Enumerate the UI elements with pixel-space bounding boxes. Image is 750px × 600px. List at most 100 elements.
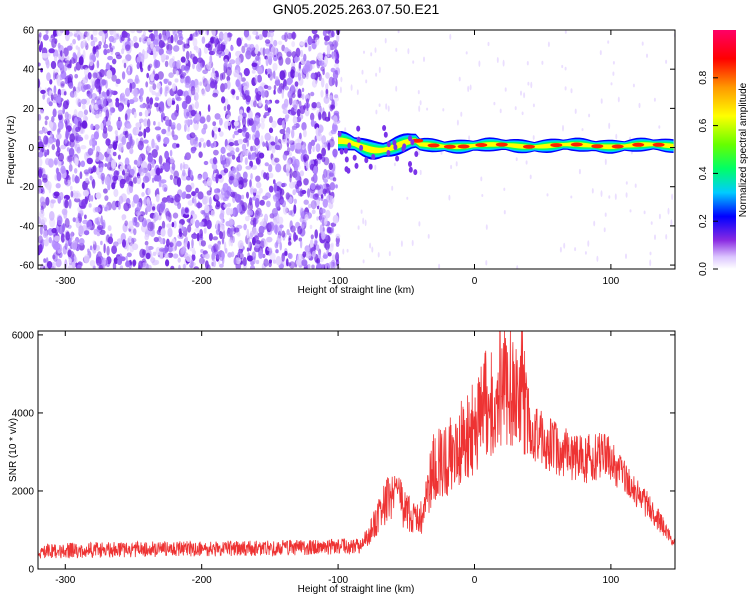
heatmap-cell [318, 251, 321, 260]
heatmap-cell [207, 40, 213, 51]
heatmap-cell [268, 185, 274, 193]
heatmap-cell [233, 227, 240, 233]
heatmap-cell [53, 235, 61, 242]
heatmap-cell [191, 197, 195, 204]
heatmap-cell [117, 256, 123, 261]
heatmap-cell [650, 221, 653, 225]
heatmap-cell [485, 260, 488, 266]
heatmap-cell [532, 103, 535, 108]
heatmap-cell [271, 207, 278, 217]
heatmap-cell [468, 135, 471, 142]
heatmap-cell [186, 38, 189, 45]
heatmap-cell [246, 47, 252, 52]
heatmap-cell [99, 110, 102, 117]
heatmap-cell [178, 223, 182, 229]
heatmap-cell [356, 89, 359, 96]
heatmap-cell [269, 252, 276, 261]
heatmap-cell [172, 30, 178, 36]
heatmap-cell [311, 102, 318, 109]
heatmap-cell [257, 34, 264, 41]
heatmap-cell [330, 242, 334, 248]
heatmap-cell [51, 227, 57, 234]
heatmap-cell [316, 153, 323, 161]
heatmap-cell [246, 247, 250, 252]
heatmap-cell [328, 172, 334, 177]
heatmap-cell [151, 90, 157, 96]
heatmap-cell [235, 57, 242, 66]
heatmap-cell [183, 43, 190, 49]
heatmap-cell [596, 255, 599, 262]
heatmap-cell [258, 213, 264, 218]
heatmap-cell [264, 39, 271, 44]
heatmap-cell [38, 130, 44, 135]
heatmap-cell [587, 240, 590, 247]
heatmap-cell [126, 123, 132, 129]
heatmap-cell [237, 128, 243, 133]
heatmap-cell [257, 66, 263, 75]
heatmap-cell [104, 206, 108, 212]
heatmap-cell [323, 157, 330, 166]
heatmap-cell [44, 149, 48, 156]
heatmap-cell [72, 38, 76, 45]
heatmap-cell [206, 30, 209, 36]
heatmap-cell [321, 231, 326, 240]
heatmap-cell [294, 171, 301, 181]
heatmap-cell [53, 85, 57, 94]
heatmap-cell [130, 30, 136, 34]
heatmap-cell [121, 215, 125, 221]
heatmap-cell [291, 41, 296, 48]
heatmap-cell [360, 209, 363, 214]
heatmap-cell [251, 165, 258, 170]
heatmap-cell [83, 109, 88, 116]
heatmap-cell [154, 126, 162, 131]
heatmap-cell [614, 193, 617, 200]
heatmap-cell [170, 265, 175, 269]
heatmap-cell [110, 89, 114, 95]
heatmap-cell [258, 152, 265, 159]
heatmap-cell [111, 159, 117, 170]
heatmap-cell [193, 45, 198, 51]
heatmap-cell [315, 244, 320, 252]
heatmap-cell [129, 136, 133, 145]
heatmap-cell [113, 30, 117, 39]
heatmap-cell [65, 231, 70, 241]
heatmap-cell [55, 183, 61, 189]
heatmap-cell [150, 253, 154, 263]
heatmap-cell [242, 116, 247, 127]
heatmap-cell [139, 104, 146, 109]
heatmap-cell [149, 97, 154, 105]
heatmap-cell [607, 40, 610, 44]
heatmap-cell [284, 115, 288, 123]
heatmap-cell [297, 225, 303, 235]
heatmap-cell [328, 111, 331, 121]
heatmap-cell [104, 175, 111, 186]
heatmap-cell [310, 139, 316, 146]
heatmap-cell [293, 231, 297, 242]
heatmap-cell [104, 195, 109, 201]
heatmap-cell [176, 70, 179, 76]
heatmap-cell [308, 203, 312, 209]
heatmap-cell [187, 167, 191, 178]
heatmap-cell [80, 98, 87, 105]
heatmap-cell [212, 163, 218, 170]
heatmap-cell [332, 148, 338, 158]
heatmap-cell [438, 263, 441, 269]
heatmap-cell [231, 154, 236, 160]
heatmap-cell [74, 73, 79, 79]
heatmap-cell [297, 88, 302, 98]
heatmap-cell [130, 237, 137, 243]
heatmap-cell [301, 122, 307, 131]
heatmap-cell [263, 258, 269, 267]
heatmap-cell [297, 68, 302, 73]
heatmap-cell [43, 239, 49, 247]
heatmap-cell [600, 190, 603, 198]
heatmap-cell [177, 202, 182, 210]
heatmap-cell [604, 158, 607, 165]
heatmap-cell [245, 95, 251, 103]
heatmap-cell [145, 126, 151, 133]
heatmap-cell [107, 125, 113, 132]
heatmap-cell [112, 151, 117, 157]
heatmap-cell [44, 58, 50, 66]
heatmap-cell [223, 105, 227, 112]
heatmap-cell [71, 174, 75, 183]
